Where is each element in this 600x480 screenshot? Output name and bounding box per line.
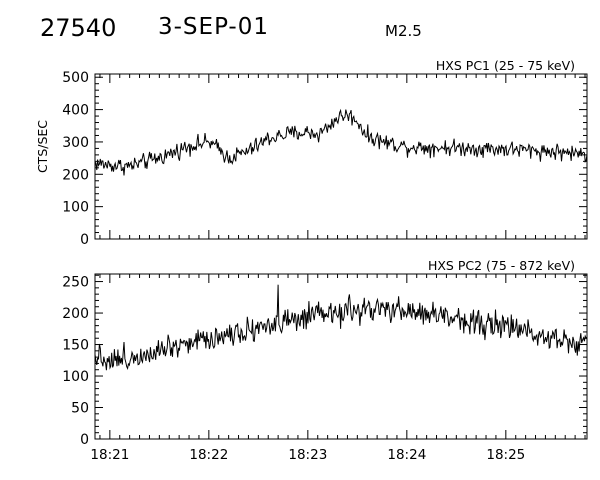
pc2-ytick-label: 100 (62, 369, 89, 385)
pc1-frame (94, 73, 588, 240)
pc1-title: HXS PC1 (25 - 75 keV) (436, 58, 575, 73)
pc2-xtick-label: 18:23 (288, 447, 327, 463)
pc1-ytick-label: 300 (62, 135, 89, 151)
pc2-xtick-label: 18:22 (189, 447, 228, 463)
pc2-xtick-label: 18:25 (486, 447, 525, 463)
flare-class: M2.5 (385, 22, 422, 40)
pc2-xtick-label: 18:24 (387, 447, 426, 463)
pc2-frame (94, 273, 588, 440)
pc1-ytick-label: 500 (62, 70, 89, 86)
pc2-xtick-label: 18:21 (90, 447, 129, 463)
pc2-title: HXS PC2 (75 - 872 keV) (428, 258, 575, 273)
pc2-ytick-label: 200 (62, 306, 89, 322)
pc1-ytick-label: 200 (62, 167, 89, 183)
pc2-ytick-label: 150 (62, 338, 89, 354)
pc1-ylabel: CTS/SEC (35, 120, 50, 173)
pc1-panel: 0 100 200 300 400 500 HXS PC1 (25 - 75 keV) CTS… (35, 58, 588, 248)
pc2-panel: 0 50 100 150 200 250 18:21 18:22 18:23 18:24 18:25… (62, 258, 588, 463)
pc2-ytick-label: 250 (62, 275, 89, 291)
event-date: 3-SEP-01 (158, 14, 269, 40)
pc1-ytick-label: 0 (80, 232, 89, 248)
pc2-ytick-label: 0 (80, 432, 89, 448)
pc1-ytick-label: 100 (62, 200, 89, 216)
pc1-series-line (94, 108, 588, 176)
pc2-series-line (94, 284, 588, 371)
pc2-ytick-label: 50 (71, 401, 89, 417)
event-id: 27540 (40, 14, 117, 42)
pc1-ytick-label: 400 (62, 103, 89, 119)
